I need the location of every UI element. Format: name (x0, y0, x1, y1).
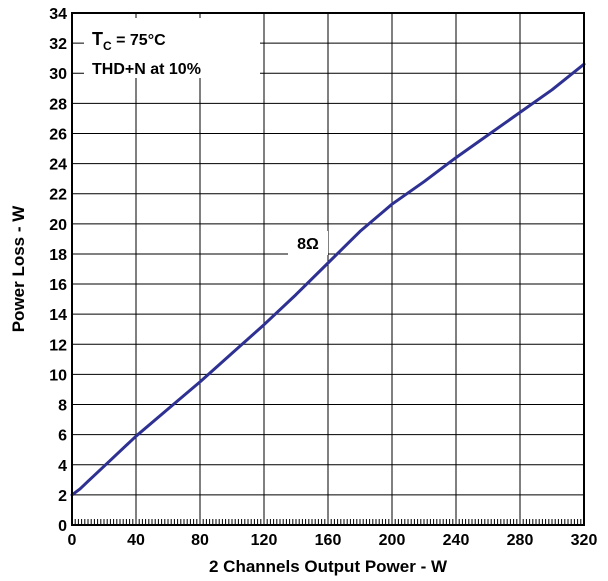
x-tick-label: 0 (68, 532, 77, 549)
y-tick-label: 22 (49, 187, 67, 204)
y-tick-label: 12 (49, 337, 67, 354)
x-tick-label: 200 (379, 532, 406, 549)
x-tick-labels: 0 40 80 120 160 200 240 280 320 (68, 532, 598, 549)
annotation-background (84, 18, 260, 78)
y-tick-label: 20 (49, 217, 67, 234)
y-tick-label: 32 (49, 36, 67, 53)
y-axis-title: Power Loss - W (9, 205, 28, 333)
y-tick-label: 0 (58, 518, 67, 535)
x-tick-label: 40 (127, 532, 145, 549)
y-tick-label: 10 (49, 367, 67, 384)
x-tick-label: 80 (191, 532, 209, 549)
y-tick-label: 18 (49, 247, 67, 264)
annotation-tc: TC = 75°C (92, 29, 166, 53)
y-tick-label: 14 (49, 307, 67, 324)
annotation-thd: THD+N at 10% (92, 61, 201, 78)
series-line-8ohm (70, 62, 586, 497)
y-tick-label: 8 (58, 398, 67, 415)
x-tick-label: 240 (443, 532, 470, 549)
x-tick-label: 160 (315, 532, 342, 549)
y-tick-label: 28 (49, 96, 67, 113)
x-tick-label: 320 (571, 532, 598, 549)
series-label-background (288, 231, 328, 255)
y-tick-label: 34 (49, 6, 67, 23)
grid (71, 12, 585, 526)
y-tick-label: 4 (58, 458, 67, 475)
y-tick-label: 2 (58, 488, 67, 505)
x-tick-label: 280 (507, 532, 534, 549)
x-axis-title: 2 Channels Output Power - W (209, 557, 448, 576)
y-tick-label: 26 (49, 126, 67, 143)
series-label-8ohm: 8Ω (297, 236, 319, 253)
y-tick-label: 16 (49, 277, 67, 294)
y-tick-label: 6 (58, 428, 67, 445)
y-tick-label: 30 (49, 66, 67, 83)
y-tick-label: 24 (49, 157, 67, 174)
series-lines (70, 62, 586, 497)
plot-border (71, 12, 585, 526)
x-tick-label: 120 (251, 532, 278, 549)
